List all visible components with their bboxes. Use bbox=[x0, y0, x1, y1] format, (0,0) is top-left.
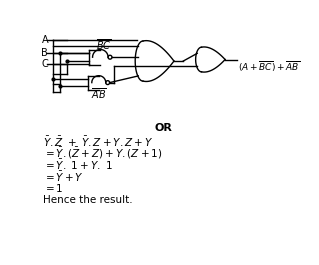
Text: $\bar{Y}.\bar{Z}\ +\ \bar{Y}.Z + Y.Z+Y$: $\bar{Y}.\bar{Z}\ +\ \bar{Y}.Z + Y.Z+Y$ bbox=[43, 135, 153, 149]
Text: $= \bar{Y} + Y$: $= \bar{Y} + Y$ bbox=[43, 170, 84, 184]
Text: $\overline{AB}$: $\overline{AB}$ bbox=[91, 86, 107, 101]
Text: $= 1$: $= 1$ bbox=[43, 182, 63, 194]
Text: B: B bbox=[41, 48, 48, 58]
Text: $= \bar{Y}.\ 1 + Y.\ 1$: $= \bar{Y}.\ 1 + Y.\ 1$ bbox=[43, 158, 113, 172]
Text: C: C bbox=[41, 59, 48, 69]
Text: $(A+\overline{BC}) + \overline{AB}$: $(A+\overline{BC}) + \overline{AB}$ bbox=[238, 60, 300, 74]
Text: $\overline{BC}$: $\overline{BC}$ bbox=[96, 37, 111, 52]
Text: A: A bbox=[41, 34, 48, 45]
Text: Hence the result.: Hence the result. bbox=[43, 195, 133, 205]
Text: $= \bar{Y}.(\bar{Z}+Z)+Y.(Z+1)$: $= \bar{Y}.(\bar{Z}+Z)+Y.(Z+1)$ bbox=[43, 146, 162, 161]
Text: OR: OR bbox=[154, 123, 172, 133]
